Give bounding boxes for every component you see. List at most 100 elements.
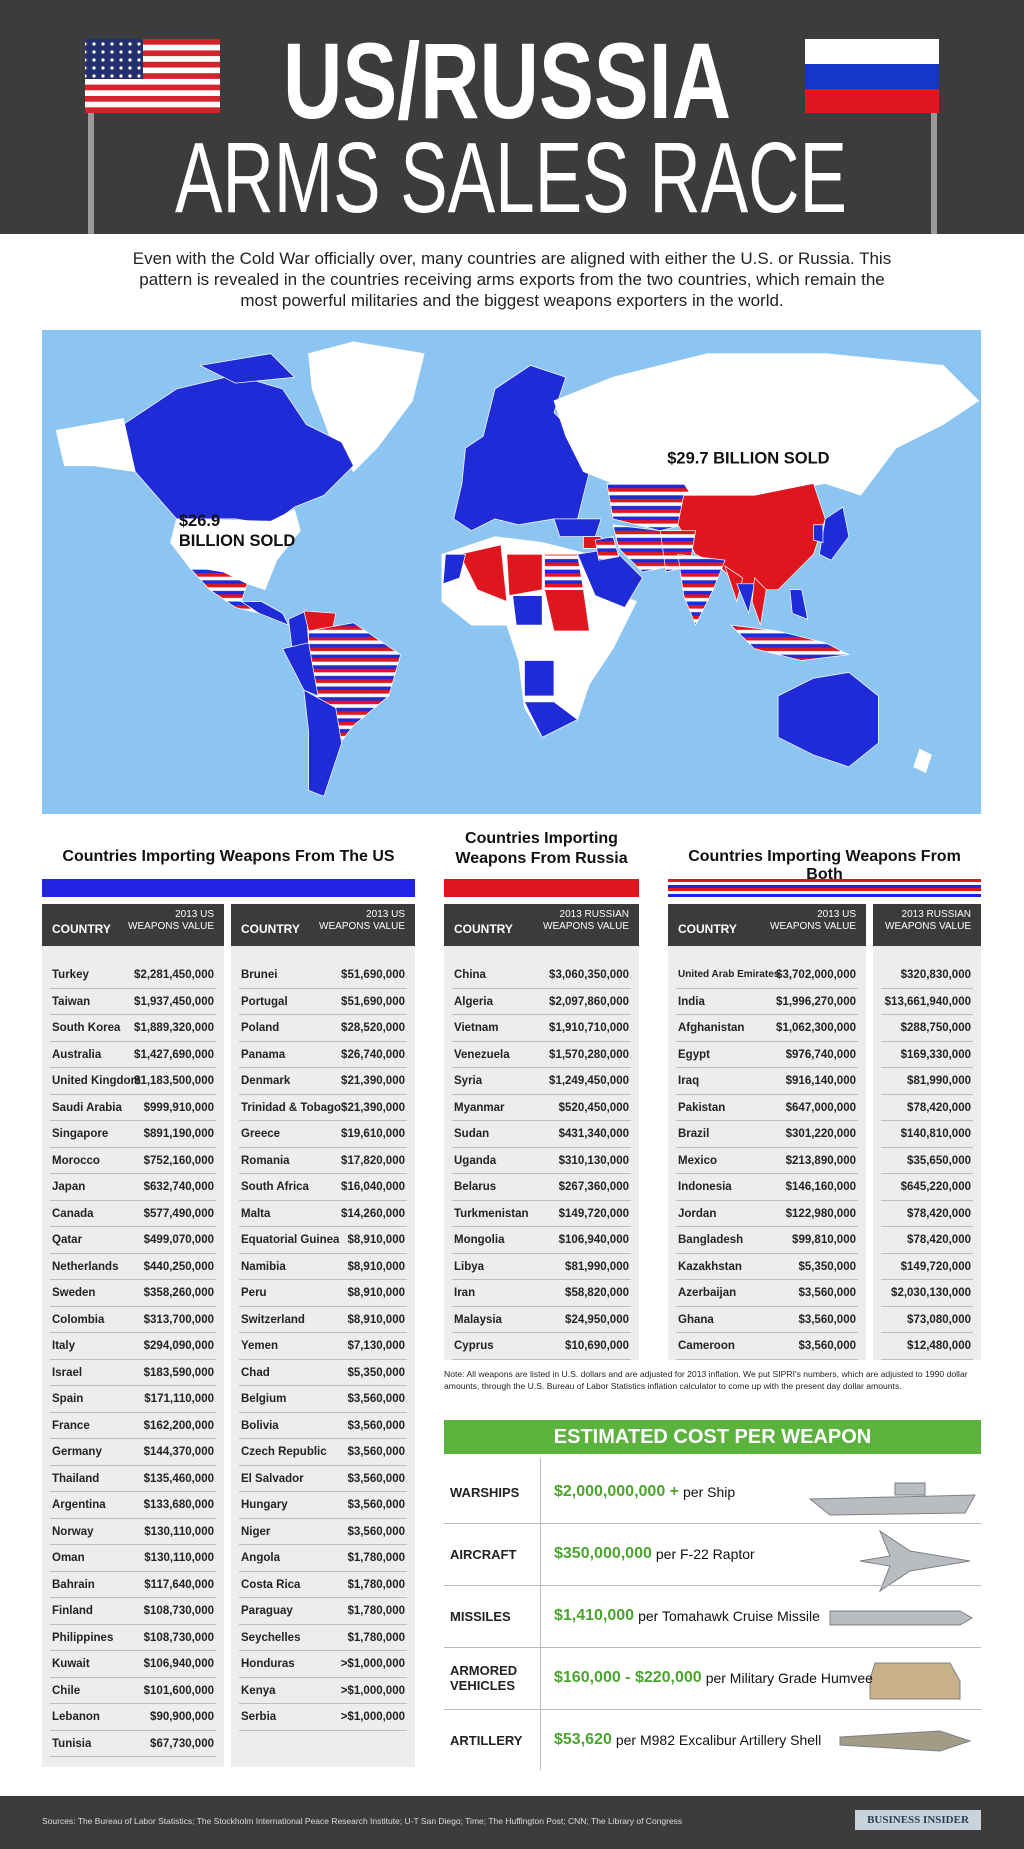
table-cell: France	[52, 1419, 90, 1432]
table-row	[50, 1201, 216, 1227]
table-cell: Kuwait	[52, 1658, 90, 1670]
table-cell: $81,990,000	[565, 1260, 629, 1273]
table-row	[50, 1572, 216, 1598]
table-row	[239, 962, 407, 989]
table-row	[239, 1307, 407, 1333]
table-row	[50, 1307, 216, 1333]
column-header-line: WEAPONS VALUE	[543, 921, 629, 932]
intro: Even with the Cold War officially over, …	[132, 249, 892, 310]
table-row	[50, 1254, 216, 1280]
table-cell: Paraguay	[241, 1605, 293, 1617]
table-row	[50, 1651, 216, 1678]
column-header-line: 2013 US	[817, 909, 856, 920]
table-cell: $101,600,000	[143, 1684, 214, 1697]
table-cell: Brazil	[678, 1128, 710, 1140]
table-cell: China	[454, 969, 486, 981]
column-header: 2013 US WEAPONS VALUE	[319, 909, 405, 933]
table-cell: $3,560,000	[347, 1525, 405, 1538]
table-row	[239, 1704, 407, 1731]
table-row	[676, 1174, 858, 1201]
table-cell: $320,830,000	[900, 969, 971, 981]
column-header: COUNTRY	[52, 922, 111, 936]
table-cell: $313,700,000	[143, 1313, 214, 1326]
table-panel	[444, 946, 639, 1360]
table-cell: $358,260,000	[143, 1287, 214, 1299]
cost-category: AIRCRAFT	[450, 1546, 517, 1562]
russia-flag	[805, 39, 939, 113]
table-cell: $213,890,000	[785, 1154, 856, 1167]
cost-divider	[540, 1458, 541, 1770]
table-row	[50, 1598, 216, 1625]
table-row	[676, 1121, 858, 1148]
table-row	[50, 1704, 216, 1731]
table-cell: Chad	[241, 1366, 270, 1379]
table-cell: South Korea	[52, 1022, 121, 1034]
table-row	[50, 1678, 216, 1704]
table-cell: Algeria	[454, 995, 493, 1008]
table-cell: $26,740,000	[341, 1048, 405, 1061]
table-cell: $3,560,000	[347, 1499, 405, 1511]
table-cell: Switzerland	[241, 1313, 305, 1326]
table-row	[239, 1360, 407, 1386]
table-cell: Peru	[241, 1287, 267, 1299]
table-row	[239, 1598, 407, 1625]
table-cell: $99,810,000	[792, 1234, 856, 1246]
table-row	[50, 1386, 216, 1413]
table-row	[50, 1492, 216, 1519]
table-row	[50, 1439, 216, 1466]
table-cell: Pakistan	[678, 1101, 726, 1114]
column-header: COUNTRY	[241, 922, 300, 936]
table-cell: $1,570,280,000	[549, 1048, 629, 1061]
table-cell: $10,690,000	[565, 1340, 629, 1352]
table-cell: Saudi Arabia	[52, 1101, 122, 1114]
table-row	[452, 1333, 631, 1360]
table-row	[50, 1095, 216, 1121]
table-cell: Cyprus	[454, 1340, 494, 1352]
table-cell: Yemen	[241, 1340, 279, 1352]
cost-line: $2,000,000,000 + per Ship	[554, 1461, 735, 1523]
table-row	[676, 1227, 858, 1254]
table-row	[239, 1015, 407, 1042]
table-cell: Colombia	[52, 1313, 105, 1326]
table-row	[50, 1227, 216, 1254]
table-cell: $1,249,450,000	[549, 1075, 629, 1087]
table-cell: $3,560,000	[798, 1287, 856, 1299]
table-cell: $5,350,000	[798, 1260, 856, 1273]
table-cell: Kenya	[241, 1684, 276, 1697]
table-cell: $90,900,000	[150, 1711, 214, 1723]
table-cell: Lebanon	[52, 1711, 100, 1723]
table-cell: Taiwan	[52, 995, 91, 1008]
table-row	[239, 1042, 407, 1068]
table-header	[668, 904, 866, 946]
cost-category: ARTILLERY	[450, 1732, 523, 1748]
table-row	[239, 1095, 407, 1121]
table-cell: $3,702,000,000	[776, 969, 856, 981]
table-cell: $3,560,000	[347, 1393, 405, 1405]
table-cell: $67,730,000	[150, 1737, 214, 1750]
table-row	[676, 1254, 858, 1280]
table-cell: $21,390,000	[341, 1075, 405, 1087]
table-cell: Denmark	[241, 1075, 291, 1087]
table-cell: $5,350,000	[347, 1366, 405, 1379]
table-cell: $267,360,000	[558, 1181, 629, 1193]
table-cell: Equatorial Guinea	[241, 1234, 340, 1246]
table-cell: $146,160,000	[785, 1181, 856, 1193]
table-header	[42, 904, 224, 946]
cost-unit: per Military Grade Humvee	[705, 1670, 873, 1686]
table-cell: Trinidad & Tobago	[241, 1101, 342, 1114]
table-cell: Iran	[454, 1287, 476, 1299]
table-cell: Germany	[52, 1446, 102, 1458]
table-cell: United Arab Emirates	[678, 969, 780, 980]
table-cell: South Africa	[241, 1181, 309, 1193]
table-cell: $632,740,000	[143, 1181, 214, 1193]
table-cell: $2,281,450,000	[134, 969, 214, 981]
table-cell: Ghana	[678, 1313, 714, 1326]
table-row	[50, 1519, 216, 1545]
table-row	[239, 1651, 407, 1678]
table-row	[50, 1625, 216, 1651]
table-row	[452, 1015, 631, 1042]
table-cell: $310,130,000	[558, 1154, 629, 1167]
table-row	[239, 1413, 407, 1439]
table-cell: Costa Rica	[241, 1578, 301, 1591]
cost-amount: $350,000,000	[554, 1545, 652, 1562]
